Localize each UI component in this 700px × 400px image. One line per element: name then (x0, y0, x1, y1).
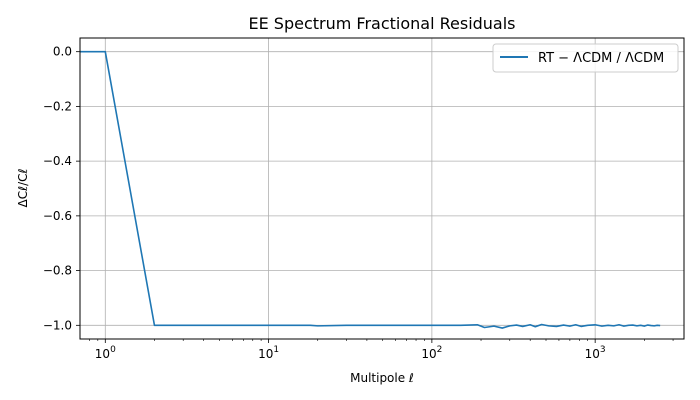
series-layer (80, 50, 661, 329)
legend-box (492, 43, 679, 73)
y-axis-ticks: 0.0 −0.2 −0.4 −0.6 −0.8 −1.0 (43, 45, 80, 332)
y-tick-label: −0.6 (43, 209, 72, 223)
x-tick-label: 101 (258, 345, 279, 361)
y-tick-label: −0.8 (43, 264, 72, 278)
x-tick-label: 103 (585, 345, 606, 361)
x-axis-title: Multipole ℓ (350, 371, 414, 385)
plot-frame (79, 37, 685, 340)
legend-label: RT − ΛCDM / ΛCDM (538, 51, 664, 66)
x-tick-exponent: 2 (437, 345, 443, 355)
y-axis-title: ΔCℓ/Cℓ (16, 169, 30, 208)
series-line-0 (80, 50, 661, 329)
y-tick-label: 0.0 (53, 45, 72, 59)
y-tick-label: −0.2 (43, 99, 72, 113)
y-tick-label: −0.4 (43, 154, 72, 168)
x-tick-base: 10 (421, 347, 436, 361)
chart-title: EE Spectrum Fractional Residuals (248, 14, 515, 33)
x-tick-base: 10 (258, 347, 273, 361)
y-tick-label: −1.0 (43, 318, 72, 332)
x-axis-ticks: 100 101 102 103 (89, 339, 674, 361)
x-tick-base: 10 (95, 347, 110, 361)
legend: RT − ΛCDM / ΛCDM (492, 43, 679, 73)
x-tick-base: 10 (585, 347, 600, 361)
x-tick-exponent: 1 (273, 345, 279, 355)
x-tick-exponent: 3 (600, 345, 606, 355)
x-tick-exponent: 0 (110, 345, 116, 355)
x-tick-label: 100 (95, 345, 116, 361)
x-tick-label: 102 (421, 345, 442, 361)
